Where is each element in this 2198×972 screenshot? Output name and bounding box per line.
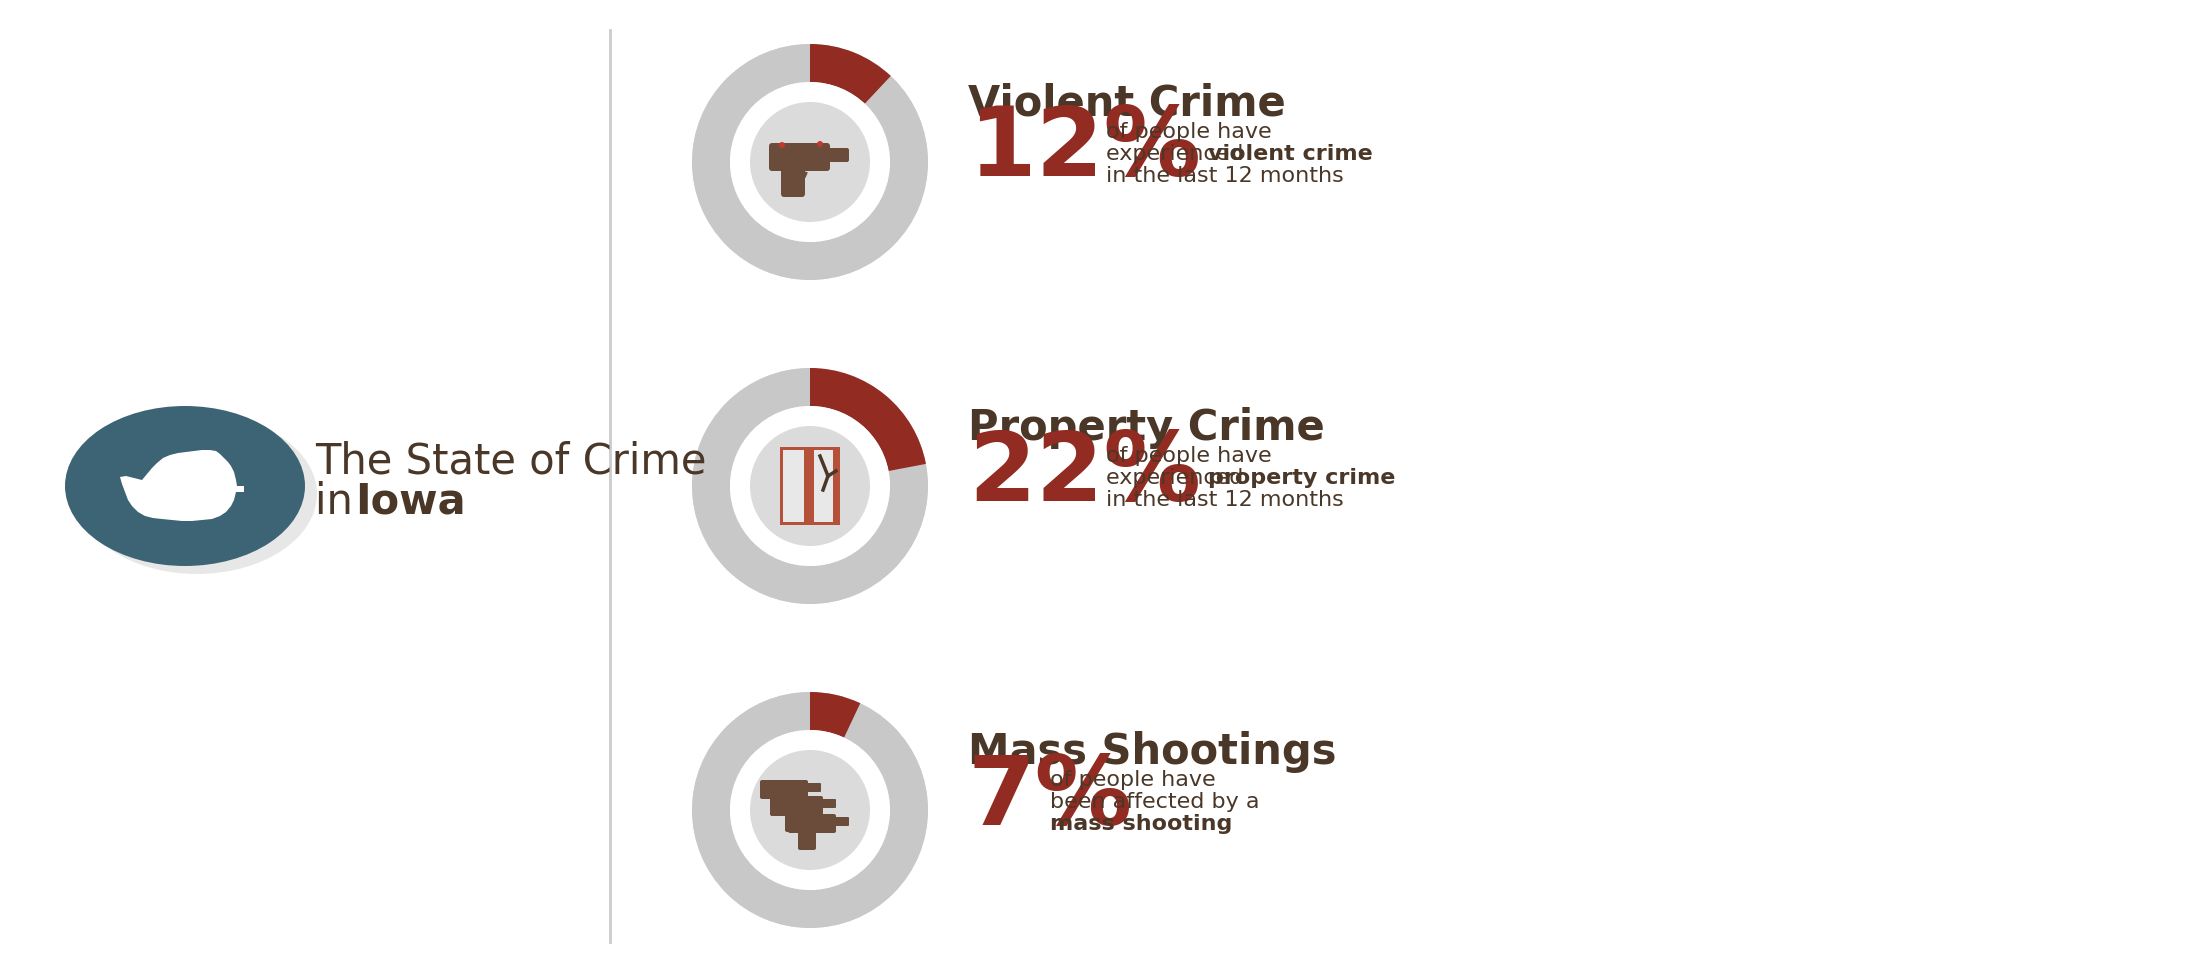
FancyBboxPatch shape [802, 783, 822, 792]
Circle shape [692, 44, 928, 280]
Ellipse shape [66, 406, 306, 566]
Text: in: in [314, 481, 367, 523]
FancyBboxPatch shape [811, 450, 833, 522]
Text: 12%: 12% [967, 103, 1200, 196]
Text: property crime: property crime [1209, 468, 1396, 488]
FancyBboxPatch shape [780, 161, 804, 197]
FancyBboxPatch shape [822, 148, 848, 162]
FancyBboxPatch shape [761, 780, 809, 799]
Circle shape [730, 406, 890, 566]
Circle shape [730, 730, 890, 890]
Wedge shape [692, 368, 928, 604]
FancyBboxPatch shape [789, 814, 835, 833]
FancyBboxPatch shape [807, 450, 813, 522]
Wedge shape [811, 692, 859, 738]
Circle shape [692, 692, 928, 928]
Text: violent crime: violent crime [1209, 144, 1374, 164]
Text: been affected by a: been affected by a [1051, 792, 1259, 812]
Ellipse shape [750, 102, 870, 222]
Circle shape [692, 368, 928, 604]
Wedge shape [692, 692, 928, 928]
Text: experienced: experienced [1106, 144, 1251, 164]
Text: Property Crime: Property Crime [967, 407, 1325, 449]
FancyBboxPatch shape [831, 817, 848, 826]
Wedge shape [811, 44, 890, 104]
Text: in the last 12 months: in the last 12 months [1106, 490, 1343, 510]
Text: 22%: 22% [967, 428, 1200, 520]
Text: of people have: of people have [1106, 446, 1273, 466]
Text: Iowa: Iowa [356, 481, 466, 523]
Circle shape [818, 141, 822, 147]
Text: in the last 12 months: in the last 12 months [1106, 166, 1343, 186]
FancyBboxPatch shape [798, 826, 815, 850]
Text: Violent Crime: Violent Crime [967, 83, 1286, 125]
Polygon shape [121, 450, 244, 521]
Text: of people have: of people have [1051, 770, 1215, 790]
FancyBboxPatch shape [782, 450, 804, 522]
Circle shape [730, 82, 890, 242]
Text: The State of Crime: The State of Crime [314, 441, 706, 483]
Ellipse shape [77, 414, 317, 574]
FancyBboxPatch shape [769, 792, 789, 816]
Text: experienced: experienced [1106, 468, 1251, 488]
Ellipse shape [750, 750, 870, 870]
Text: Mass Shootings: Mass Shootings [967, 731, 1336, 773]
FancyBboxPatch shape [785, 808, 802, 832]
FancyBboxPatch shape [769, 143, 831, 171]
Text: of people have: of people have [1106, 122, 1273, 142]
FancyBboxPatch shape [780, 447, 840, 525]
Wedge shape [692, 44, 928, 280]
Text: mass shooting: mass shooting [1051, 814, 1233, 834]
Circle shape [778, 142, 785, 148]
Ellipse shape [750, 426, 870, 546]
Wedge shape [811, 368, 925, 471]
FancyBboxPatch shape [776, 796, 822, 815]
Text: 7%: 7% [967, 751, 1134, 845]
FancyBboxPatch shape [818, 799, 835, 808]
